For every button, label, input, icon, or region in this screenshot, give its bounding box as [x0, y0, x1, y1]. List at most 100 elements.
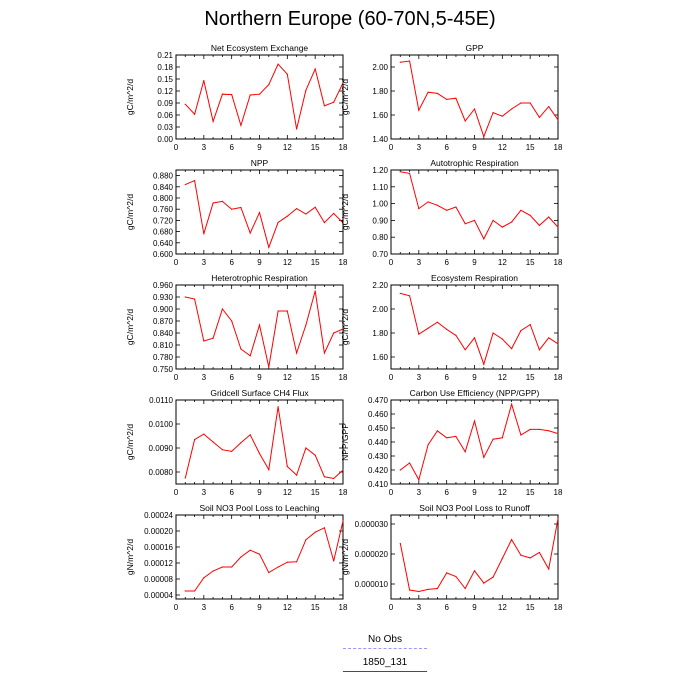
x-tick-label: 3: [202, 488, 207, 497]
data-point: [286, 310, 288, 312]
data-point: [314, 68, 316, 70]
data-point: [249, 355, 251, 357]
x-tick-label: 18: [339, 258, 348, 267]
data-point: [464, 451, 466, 453]
y-tick-label: 0.12: [157, 87, 173, 96]
x-tick-label: 0: [389, 258, 394, 267]
chart-panel-7: Gridcell Surface CH4 Flux gC/m^2/d 0 3 6 9 12 1…: [125, 388, 348, 497]
data-point: [314, 290, 316, 292]
y-tick-label: 0.000020: [355, 550, 389, 559]
data-point: [240, 442, 242, 444]
data-point: [277, 63, 279, 65]
y-tick-label: 1.00: [372, 200, 388, 209]
data-point: [473, 108, 476, 110]
data-point: [193, 113, 196, 115]
data-point: [408, 172, 411, 174]
plot-frame: [390, 169, 559, 255]
data-point: [427, 444, 429, 446]
data-point: [305, 324, 307, 326]
data-point: [427, 201, 429, 203]
y-tick-label: 0.470: [368, 396, 389, 405]
y-tick-label: 0.0090: [149, 444, 174, 453]
x-tick-label: 18: [554, 143, 563, 152]
data-point: [501, 557, 503, 560]
data-point: [529, 557, 531, 559]
plot-frame: [175, 54, 344, 140]
series-line: [399, 518, 559, 593]
data-point: [240, 206, 242, 209]
chart-title: Autotrophic Respiration: [430, 158, 519, 168]
data-point: [323, 476, 326, 478]
data-point: [333, 332, 335, 334]
data-point: [538, 116, 541, 118]
y-tick-label: 0.960: [153, 281, 174, 290]
x-tick-label: 12: [283, 603, 292, 612]
x-tick-label: 12: [498, 143, 507, 152]
data-point: [418, 479, 420, 481]
data-point: [342, 520, 344, 522]
x-tick-label: 12: [498, 488, 507, 497]
series-line: [185, 520, 344, 592]
data-point: [184, 183, 186, 186]
data-point: [557, 119, 559, 121]
data-point: [268, 469, 270, 471]
x-tick-label: 0: [174, 258, 179, 267]
data-point: [258, 324, 261, 326]
data-point: [296, 352, 298, 354]
data-point: [268, 572, 270, 574]
data-point: [221, 200, 223, 202]
data-point: [483, 136, 485, 138]
data-point: [231, 320, 233, 322]
y-tick-label: 0.0100: [149, 420, 174, 429]
data-point: [511, 221, 513, 223]
chart-title: Heterotrophic Respiration: [211, 273, 308, 283]
data-point: [305, 539, 307, 541]
data-point: [286, 73, 288, 75]
data-point: [436, 204, 438, 206]
legend: No Obs 1850_131: [300, 634, 470, 680]
y-tick-label: 1.60: [372, 111, 388, 120]
y-tick-label: 1.20: [372, 166, 388, 175]
chart-panel-3: NPP gC/m^2/d 0 3 6 9 12 15 18 0.600 0.640 0.680 0.72…: [125, 158, 348, 267]
data-point: [399, 542, 401, 545]
y-tick-label: 0.440: [368, 438, 389, 447]
x-tick-label: 12: [283, 488, 292, 497]
data-point: [418, 109, 420, 111]
y-tick-label: 0.00008: [144, 575, 173, 584]
data-point: [501, 115, 503, 117]
x-tick-label: 3: [417, 373, 422, 382]
data-point: [436, 587, 438, 590]
chart-panel-1: Net Ecosystem Exchange gC/m^2/d 0 3 6 9 12 15 18…: [125, 43, 348, 152]
data-point: [184, 103, 186, 105]
data-point: [492, 576, 494, 578]
x-tick-label: 15: [526, 603, 535, 612]
x-tick-label: 3: [417, 258, 422, 267]
data-point: [557, 226, 559, 228]
data-point: [184, 296, 186, 298]
data-point: [446, 572, 448, 574]
data-point: [501, 338, 503, 340]
data-point: [286, 215, 288, 217]
y-tick-label: 0.06: [157, 111, 173, 120]
y-axis-label: gN/m^2/d: [125, 539, 135, 575]
chart-title: Ecosystem Respiration: [431, 273, 518, 283]
series-line: [184, 63, 344, 130]
chart-title: NPP: [251, 158, 269, 168]
chart-title: Soil NO3 Pool Loss to Runoff: [419, 503, 530, 513]
legend-label-series: 1850_131: [362, 657, 408, 668]
data-point: [473, 337, 476, 339]
y-tick-label: 0.840: [153, 183, 174, 192]
y-tick-label: 0.840: [153, 329, 174, 338]
data-point: [323, 527, 326, 529]
data-point: [436, 430, 438, 432]
x-tick-label: 18: [554, 373, 563, 382]
y-tick-label: 0.0110: [149, 396, 173, 405]
y-tick-label: 0.15: [157, 75, 173, 84]
x-tick-label: 0: [174, 488, 179, 497]
x-tick-label: 15: [311, 258, 320, 267]
data-point: [557, 518, 559, 520]
y-tick-label: 0.450: [368, 424, 389, 433]
chart-title: Carbon Use Efficiency (NPP/GPP): [410, 388, 540, 398]
data-point: [399, 292, 401, 294]
series-line: [399, 402, 559, 482]
